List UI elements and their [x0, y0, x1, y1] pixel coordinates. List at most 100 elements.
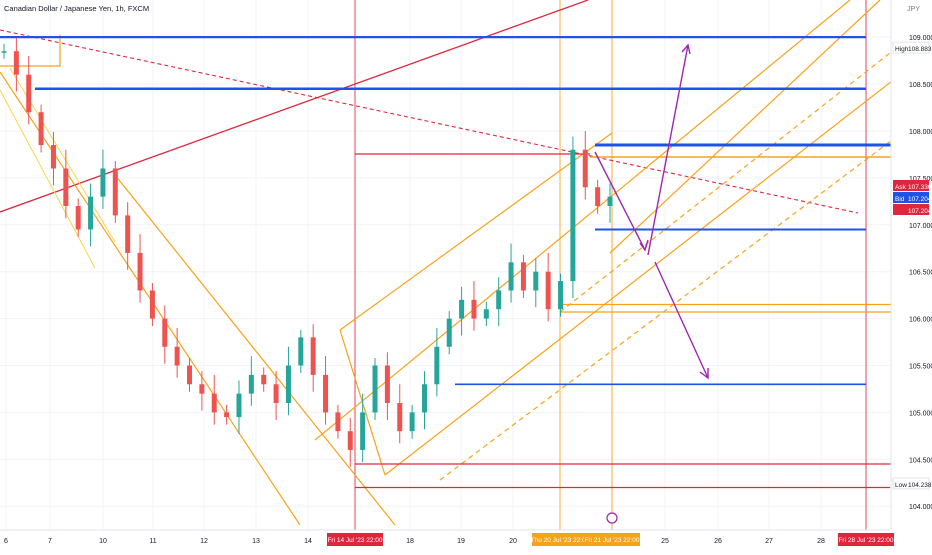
time-tick-label: 14 [304, 538, 312, 545]
time-highlight-label: Fri 21 Jul '23 22:00 [584, 537, 639, 544]
channel-up-line [609, 0, 881, 254]
time-tick-label: 26 [714, 538, 722, 545]
trendline-red-upper [0, 0, 589, 213]
candle-body [88, 196, 94, 230]
box-outline [0, 35, 61, 67]
candle-body [100, 168, 106, 197]
currency-label: JPY [907, 6, 920, 13]
candle-body [199, 384, 205, 394]
price-tick-label: 106.000 [909, 317, 932, 324]
time-tick-label: 28 [817, 538, 825, 545]
price-label-box [893, 192, 929, 203]
arrow-head [681, 43, 691, 55]
price-label-tag: Low [895, 482, 907, 489]
projection-arrow [654, 261, 709, 379]
candle-body [112, 168, 118, 216]
price-label-tag: Bid [895, 196, 905, 203]
time-highlight-box [584, 533, 640, 546]
price-label-tag: Ask [895, 184, 907, 191]
price-label-box [893, 204, 929, 215]
candle-body [471, 299, 477, 319]
candle-body [496, 290, 502, 310]
time-tick-label: 19 [457, 538, 465, 545]
time-tick-label: 18 [406, 538, 414, 545]
candle-body [26, 74, 32, 113]
candle-body [50, 145, 56, 169]
event-marker-icon [606, 512, 618, 524]
candle-body [520, 262, 526, 291]
price-tick-label: 105.500 [909, 364, 932, 371]
price-tick-label: 106.500 [909, 270, 932, 277]
channel-down-line [9, 67, 116, 243]
candle-body [236, 393, 242, 418]
candle-body [261, 374, 267, 385]
price-label-tag: High [895, 46, 909, 53]
price-tick-label: 104.500 [909, 457, 932, 464]
price-tick-label: 107.500 [909, 176, 932, 183]
price-label-box [892, 477, 930, 490]
time-highlight-label: Fri 28 Jul '23 22:00 [838, 537, 893, 544]
candle-body [384, 365, 390, 404]
candle-body [459, 299, 465, 319]
price-tick-label: 107.000 [909, 223, 932, 230]
time-tick-label: 7 [48, 538, 52, 545]
candle-body [360, 412, 366, 450]
time-tick-label: 25 [661, 538, 669, 545]
price-label-value: 104.238 [908, 482, 932, 489]
price-label-value: 107.204 [908, 208, 932, 215]
candle-body [38, 112, 44, 146]
candle-body [137, 252, 143, 291]
candle-body [446, 318, 452, 347]
candle-body [607, 196, 613, 207]
trendline-red-dashed [0, 29, 859, 214]
channel-down-line [0, 89, 96, 269]
price-tick-label: 109.000 [909, 35, 932, 42]
candle-body [224, 412, 230, 418]
time-highlight-label: Thu 20 Jul '23 22:00 [531, 537, 590, 544]
price-label-box [892, 41, 930, 54]
channel-down-line [114, 174, 396, 526]
candle-body [1, 51, 7, 53]
channel-up-line [384, 49, 932, 476]
price-label-value: 107.204 [908, 196, 932, 203]
candle-body [533, 271, 539, 291]
candle-body [323, 374, 329, 413]
candle-body [434, 346, 440, 385]
candle-body [273, 384, 279, 404]
arrow-head [639, 239, 649, 252]
arrow-head [699, 368, 709, 380]
candle-body [13, 51, 19, 75]
time-tick-label: 12 [200, 538, 208, 545]
candle-body [248, 374, 254, 394]
candle-body [187, 365, 193, 385]
candle-body [558, 281, 564, 310]
projection-arrow [594, 151, 646, 251]
candle-body [545, 271, 551, 310]
candle-body [335, 412, 341, 432]
channel-up-line [439, 109, 932, 481]
candle-body [421, 384, 427, 413]
time-tick-label: 27 [765, 538, 773, 545]
time-highlight-box [532, 533, 588, 546]
candle-body [409, 412, 415, 432]
candle-body [595, 187, 601, 207]
candle-body [174, 346, 180, 366]
channel-up-line [339, 132, 613, 331]
candle-body [310, 337, 316, 375]
time-tick-label: 6 [4, 538, 8, 545]
price-tick-label: 105.000 [909, 410, 932, 417]
time-tick-label: 13 [252, 538, 260, 545]
candle-body [285, 365, 291, 404]
candle-body [211, 393, 217, 413]
candle-body [149, 290, 155, 319]
candle-body [483, 309, 489, 319]
price-label-box [893, 180, 929, 191]
candle-body [582, 149, 588, 188]
time-tick-label: 20 [509, 538, 517, 545]
candle-body [372, 365, 378, 413]
price-tick-label: 104.000 [909, 504, 932, 511]
candle-body [570, 149, 576, 282]
time-tick-label: 11 [149, 538, 156, 545]
